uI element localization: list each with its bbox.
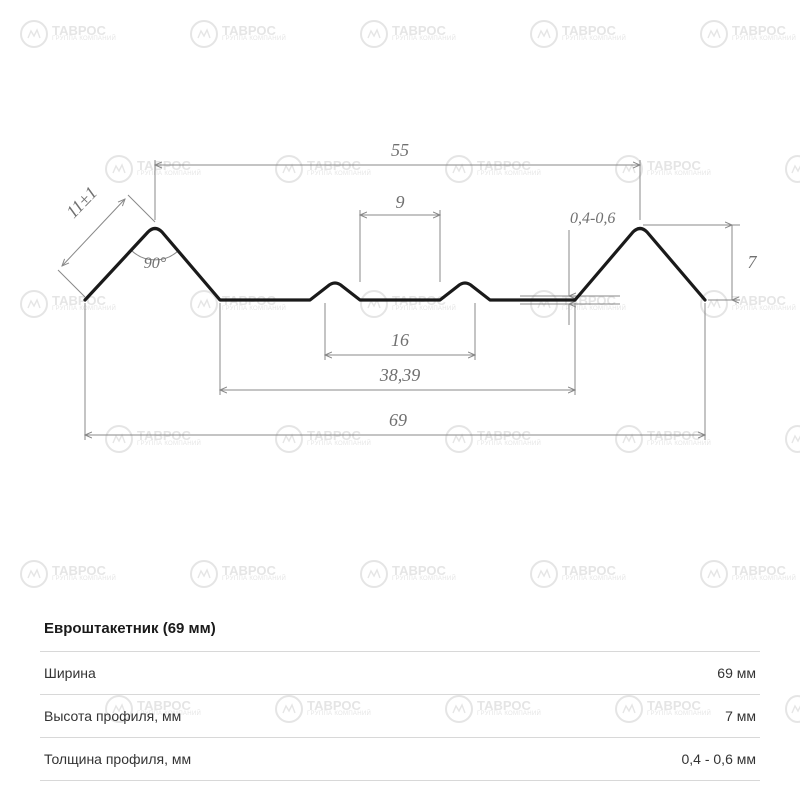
watermark: ТАВРОСГРУППА КОМПАНИЙ — [360, 560, 456, 588]
watermark-icon — [700, 560, 728, 588]
profile-diagram: 55 11±1 90° 9 0,4-0,6 7 16 38,39 69 — [0, 0, 800, 520]
dim-bottom-full: 69 — [378, 410, 418, 431]
watermark-icon — [20, 560, 48, 588]
dim-right-height: 7 — [742, 252, 762, 273]
spec-value: 0,4 - 0,6 мм — [681, 751, 756, 767]
dim-mid-inner: 16 — [384, 330, 416, 351]
dim-angle: 90° — [130, 255, 180, 273]
watermark-text: ТАВРОСГРУППА КОМПАНИЙ — [52, 565, 116, 582]
watermark-text: ТАВРОСГРУППА КОМПАНИЙ — [562, 565, 626, 582]
spec-label: Толщина профиля, мм — [44, 751, 191, 767]
spec-row: Толщина профиля, мм 0,4 - 0,6 мм — [40, 738, 760, 781]
spec-label: Высота профиля, мм — [44, 708, 181, 724]
profile-svg — [0, 0, 800, 520]
spec-table: Евроштакетник (69 мм) Ширина 69 мм Высот… — [40, 610, 760, 781]
watermark: ТАВРОСГРУППА КОМПАНИЙ — [190, 560, 286, 588]
watermark-text: ТАВРОСГРУППА КОМПАНИЙ — [392, 565, 456, 582]
spec-value: 7 мм — [725, 708, 756, 724]
spec-row: Ширина 69 мм — [40, 652, 760, 695]
watermark-icon — [360, 560, 388, 588]
dim-top-span: 55 — [370, 140, 430, 161]
watermark: ТАВРОСГРУППА КОМПАНИЙ — [20, 560, 116, 588]
dim-small-top: 9 — [388, 192, 412, 213]
spec-label: Ширина — [44, 665, 96, 681]
dim-mid-outer: 38,39 — [370, 365, 430, 386]
watermark: ТАВРОСГРУППА КОМПАНИЙ — [700, 560, 796, 588]
spec-title: Евроштакетник (69 мм) — [40, 610, 760, 652]
spec-row: Высота профиля, мм 7 мм — [40, 695, 760, 738]
watermark-text: ТАВРОСГРУППА КОМПАНИЙ — [732, 565, 796, 582]
watermark-text: ТАВРОСГРУППА КОМПАНИЙ — [222, 565, 286, 582]
watermark-icon — [785, 695, 800, 723]
dim-thickness: 0,4-0,6 — [570, 210, 640, 228]
spec-value: 69 мм — [717, 665, 756, 681]
watermark: ТАВРОСГРУППА КОМПАНИЙ — [530, 560, 626, 588]
watermark-icon — [190, 560, 218, 588]
watermark: ТАВРОСГРУППА КОМПАНИЙ — [785, 695, 800, 723]
watermark-icon — [530, 560, 558, 588]
